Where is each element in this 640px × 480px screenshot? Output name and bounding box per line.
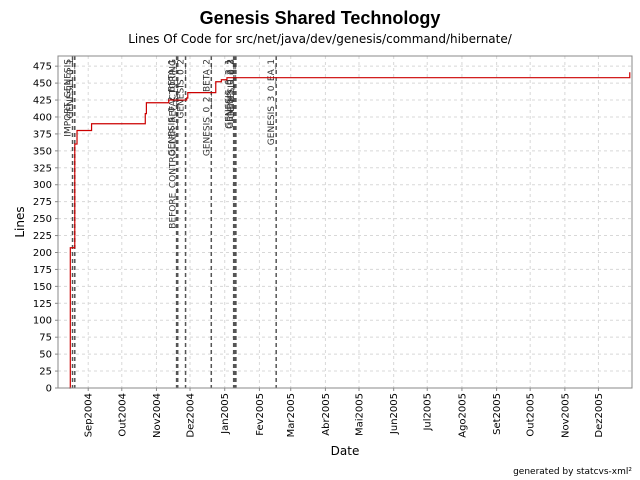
tag-marker-label: GENESIS_0_2_BETA_1 (168, 59, 178, 156)
generator-credit: generated by statcvs-xml² (513, 467, 632, 477)
y-tick-label: 300 (33, 180, 52, 191)
x-tick-label: Jul2005 (423, 393, 434, 432)
tag-marker-label: GENESIS_0_2_1 (225, 59, 235, 129)
y-tick-label: 150 (33, 282, 52, 293)
x-tick-label: Mar2005 (286, 393, 297, 437)
x-tick-label: Out2004 (117, 393, 128, 437)
y-tick-label: 375 (33, 129, 52, 140)
y-tick-label: 0 (46, 384, 52, 395)
y-axis-ticks: 0 25 50 75 100 125 150 175 200 225 250 275 300 325 350… (33, 62, 58, 395)
y-tick-label: 175 (33, 265, 52, 276)
y-tick-label: 425 (33, 96, 52, 107)
x-axis-label: Date (331, 444, 360, 458)
y-tick-label: 225 (33, 231, 52, 242)
y-tick-label: 350 (33, 146, 52, 157)
x-tick-label: Out2005 (526, 393, 537, 437)
y-tick-label: 450 (33, 79, 52, 90)
x-tick-label: Dez2004 (186, 393, 197, 438)
x-tick-label: Set2005 (492, 393, 503, 435)
grid-lines (58, 56, 632, 389)
x-tick-label: Nov2004 (152, 393, 163, 438)
tag-marker-label: GENESIS_0_2 (177, 59, 187, 119)
tag-marker-label: IMPORT_GENESIS (64, 59, 74, 137)
y-tick-label: 475 (33, 62, 52, 73)
x-tick-label: Mai2005 (354, 393, 365, 436)
y-tick-label: 100 (33, 316, 52, 327)
series-line (69, 72, 631, 389)
x-tick-label: Nov2005 (560, 393, 571, 438)
y-tick-label: 200 (33, 248, 52, 259)
series-lines (69, 72, 631, 389)
tag-marker-label: BEFORE_CONTROLLER_REFACTORING (169, 59, 179, 229)
x-tick-label: Dez2005 (594, 393, 605, 438)
tag-marker-label: GENESIS_0_1 (66, 59, 76, 119)
plot-frame (57, 55, 633, 389)
chart-subtitle: Lines Of Code for src/net/java/dev/genes… (128, 32, 513, 46)
x-tick-label: Abr2005 (321, 393, 332, 436)
x-tick-label: Jun2005 (389, 393, 400, 435)
y-tick-label: 75 (39, 333, 52, 344)
y-tick-label: 325 (33, 163, 52, 174)
x-axis-ticks: Sep2004 Out2004 Nov2004 Dez2004 Jan2005 Fev20… (84, 388, 605, 438)
y-tick-label: 250 (33, 214, 52, 225)
x-tick-label: Sep2004 (84, 393, 95, 437)
x-tick-label: Jan2005 (220, 393, 231, 435)
x-tick-label: Ago2005 (457, 393, 468, 438)
y-tick-label: 275 (33, 197, 52, 208)
y-tick-label: 50 (39, 350, 52, 361)
tag-marker-label: GENESIS_0_2_BETA_2 (202, 59, 212, 156)
x-tick-label: Fev2005 (255, 393, 266, 436)
y-tick-label: 125 (33, 299, 52, 310)
tag-marker-label: GENESIS_0_2_2 (226, 59, 236, 129)
tag-marker-label: GENESIS_3_0_EA_1 (267, 59, 277, 145)
tag-marker-label: GENESIS_0_3 (227, 59, 237, 119)
y-axis-label: Lines (13, 206, 27, 237)
y-tick-label: 25 (39, 367, 52, 378)
chart-title: Genesis Shared Technology (200, 8, 441, 28)
y-tick-label: 400 (33, 112, 52, 123)
